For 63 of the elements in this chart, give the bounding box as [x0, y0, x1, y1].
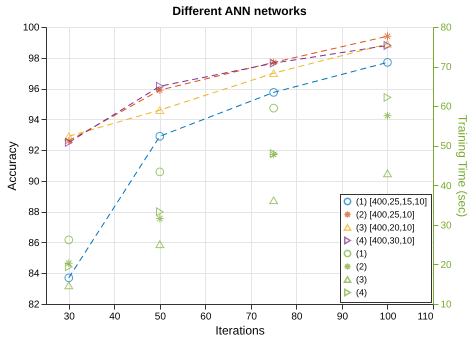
x-tick-label: 50: [154, 312, 166, 322]
legend-label: (4) [400,30,10]: [356, 236, 415, 246]
y2-tick-label: 70: [440, 62, 452, 74]
legend-label: (4): [356, 288, 367, 298]
x-tick-label: 80: [291, 312, 303, 322]
legend-label: (1): [356, 248, 367, 258]
y2-tick-label: 50: [440, 141, 452, 152]
legend-label: (2) [400,25,10]: [356, 210, 415, 220]
legend-label: (1) [400,25,15,10]: [356, 196, 428, 206]
point: [64, 262, 73, 272]
point: [64, 258, 74, 268]
x-tick-label: 110: [418, 312, 434, 322]
x-tick-label: 60: [200, 312, 212, 322]
y-tick-label: 94: [28, 114, 40, 126]
point: [64, 236, 74, 244]
point: [383, 58, 392, 67]
y-tick-label: 84: [28, 268, 40, 280]
x-axis-title: Iterations: [215, 324, 265, 338]
chart-title: Different ANN networks: [172, 4, 307, 18]
y-tick-label: 86: [28, 238, 40, 249]
point: [269, 69, 278, 78]
point: [64, 282, 74, 290]
y-tick-label: 92: [28, 146, 40, 157]
y2-tick-label: 60: [440, 102, 452, 113]
y-tick-label: 82: [28, 300, 40, 310]
legend-label: (2): [356, 262, 367, 272]
x-tick-label: 40: [109, 312, 121, 322]
point: [64, 132, 74, 140]
y-tick-label: 88: [28, 207, 40, 218]
x-tick-label: 70: [246, 312, 258, 322]
y2-tick-label: 40: [440, 180, 452, 192]
legend-label: (3): [356, 274, 367, 284]
y2-tick-label: 30: [440, 220, 452, 232]
y2-axis-title: Training Time (sec): [456, 114, 470, 218]
point: [383, 111, 392, 120]
y-tick-label: 98: [28, 53, 40, 64]
point: [64, 273, 74, 282]
y-tick-label: 96: [28, 84, 40, 96]
point: [269, 104, 278, 112]
point: [155, 240, 164, 248]
point: [155, 214, 164, 223]
y2-tick-label: 10: [440, 300, 452, 310]
y2-tick-label: 80: [440, 22, 452, 34]
x-tick-label: 30: [64, 312, 76, 322]
legend-label: (3) [400,20,10]: [356, 222, 415, 232]
x-tick-label: 100: [380, 312, 397, 322]
point: [383, 32, 392, 41]
point: [155, 106, 164, 114]
point: [269, 196, 278, 204]
point: [383, 170, 392, 178]
y-axis-title: Accuracy: [4, 141, 19, 191]
point: [155, 167, 164, 176]
point: [155, 86, 164, 94]
point: [155, 132, 164, 141]
y-tick-label: 90: [28, 176, 40, 188]
point: [384, 93, 392, 102]
point: [156, 82, 164, 91]
x-tick-label: 90: [336, 312, 348, 322]
point: [269, 88, 278, 97]
y-tick-label: 100: [22, 22, 40, 34]
y2-tick-label: 20: [440, 260, 452, 271]
point: [383, 40, 392, 48]
point: [156, 207, 164, 216]
